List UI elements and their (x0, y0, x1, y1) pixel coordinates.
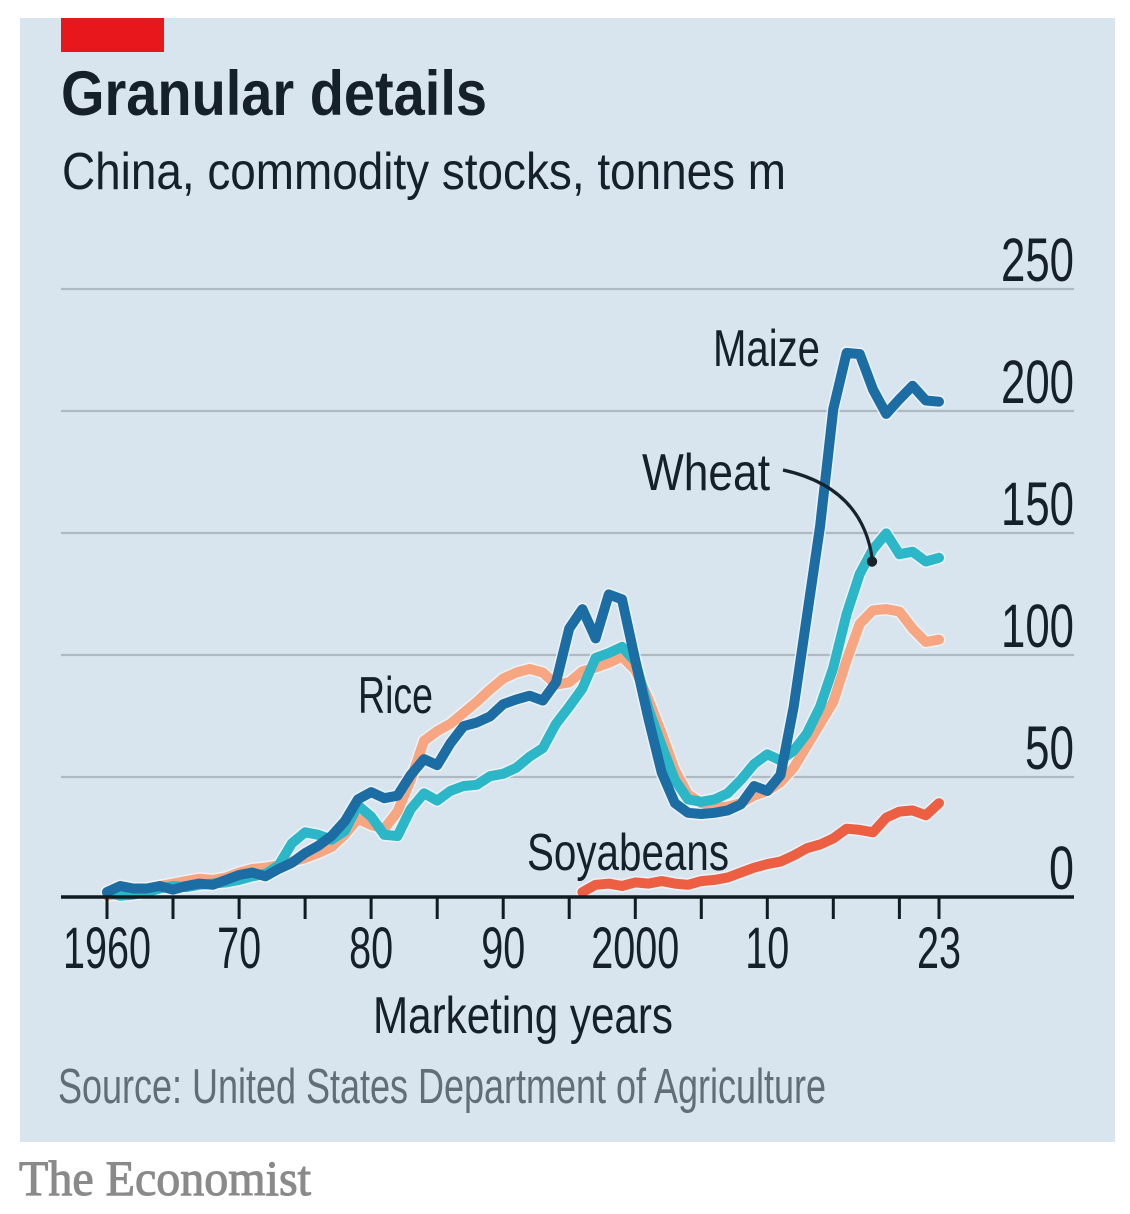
svg-text:10: 10 (745, 916, 789, 981)
svg-text:23: 23 (917, 916, 961, 981)
svg-text:80: 80 (349, 916, 393, 981)
svg-text:200: 200 (1001, 348, 1074, 416)
svg-text:Source: United States Departme: Source: United States Department of Agri… (58, 1060, 826, 1114)
svg-text:Maize: Maize (713, 320, 820, 378)
svg-text:2000: 2000 (591, 916, 679, 981)
svg-text:The Economist: The Economist (19, 1150, 311, 1206)
svg-text:Rice: Rice (358, 667, 433, 725)
svg-text:150: 150 (1001, 470, 1074, 538)
svg-text:70: 70 (217, 916, 261, 981)
svg-text:90: 90 (481, 916, 525, 981)
svg-text:0: 0 (1049, 834, 1074, 902)
svg-text:100: 100 (1001, 592, 1074, 660)
svg-text:250: 250 (1001, 226, 1074, 294)
svg-text:Wheat: Wheat (642, 444, 770, 502)
svg-text:China, commodity stocks, tonne: China, commodity stocks, tonnes m (62, 143, 786, 201)
svg-text:1960: 1960 (63, 916, 151, 981)
svg-text:Marketing years: Marketing years (373, 987, 673, 1045)
svg-text:Soyabeans: Soyabeans (527, 824, 729, 882)
svg-text:50: 50 (1025, 714, 1074, 782)
svg-text:Granular details: Granular details (61, 59, 487, 129)
